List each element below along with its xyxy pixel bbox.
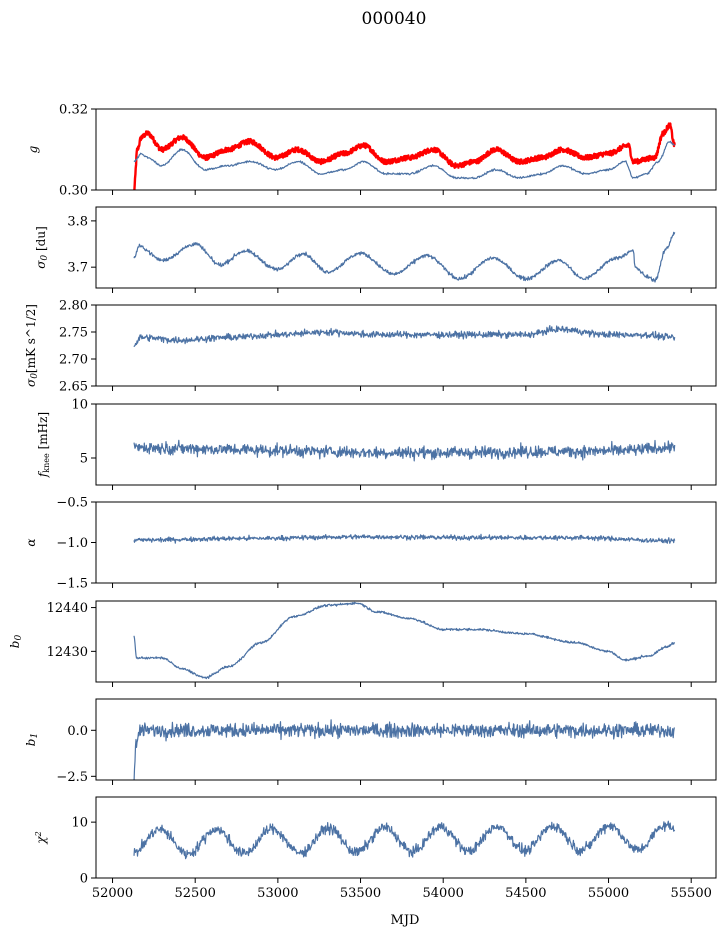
x-tick-label-6: 55000 bbox=[588, 886, 629, 901]
series-fknee-0 bbox=[133, 439, 676, 462]
series-alpha-0 bbox=[133, 533, 676, 544]
axes-frame-chi2 bbox=[95, 796, 717, 879]
axes-frame-fknee bbox=[95, 403, 717, 486]
series-sigma0_mk-0 bbox=[133, 325, 676, 348]
panel-chi2: 0 10 52000 52500 53000 53500 54000 54500 55000 55… bbox=[34, 796, 717, 901]
y-tick-label-sigma0_mk-2: 2.75 bbox=[59, 326, 88, 341]
y-tick-label-fknee-0: 5 bbox=[80, 452, 88, 467]
y-tick-label-sigma0_du-1: 3.8 bbox=[67, 214, 88, 229]
axes-frame-b1 bbox=[95, 698, 717, 781]
figure-title: 000040 bbox=[362, 9, 427, 29]
y-axis-label-sigma0_mk: σ0[mK s^1/2] bbox=[24, 304, 40, 387]
x-tick-label-0: 52000 bbox=[92, 886, 133, 901]
x-tick-label-5: 54500 bbox=[505, 886, 546, 901]
y-tick-label-alpha-2: −0.5 bbox=[56, 496, 88, 511]
series-b0-0 bbox=[133, 601, 676, 680]
panel-b1: −2.5 0.0 b1 bbox=[24, 698, 717, 785]
y-axis-label-alpha: α bbox=[24, 538, 38, 546]
y-tick-label-b0-0: 12430 bbox=[47, 645, 88, 660]
y-axis-label-chi2: χ2 bbox=[34, 831, 49, 844]
y-axis-label-g: g bbox=[26, 145, 40, 153]
panel-fknee: 5 10 fknee [mHz] bbox=[36, 398, 717, 490]
y-tick-label-alpha-1: −1.0 bbox=[56, 536, 88, 551]
x-tick-label-2: 53000 bbox=[257, 886, 298, 901]
x-tick-label-4: 54000 bbox=[423, 886, 464, 901]
y-axis-label-sigma0_du: σ0 [du] bbox=[34, 226, 50, 269]
y-tick-label-fknee-1: 10 bbox=[71, 398, 88, 413]
x-tick-label-1: 52500 bbox=[175, 886, 216, 901]
panel-alpha: −1.5 −1.0 −0.5 α bbox=[24, 496, 717, 592]
panel-g: 0.30 0.32 g bbox=[26, 103, 717, 199]
panels: 0.30 0.32 g 3.7 3.8 σ0 [du] 2.65 2.70 2.75 2.80 σ0… bbox=[8, 103, 717, 901]
y-axis-label-b1: b1 bbox=[24, 733, 40, 746]
y-tick-label-chi2-1: 10 bbox=[71, 816, 88, 831]
x-tick-label-7: 55500 bbox=[671, 886, 712, 901]
y-axis-label-b0: b0 bbox=[8, 635, 24, 649]
series-sigma0_du-0 bbox=[133, 231, 676, 283]
y-axis-label-fknee: fknee [mHz] bbox=[36, 412, 51, 478]
y-tick-label-sigma0_mk-0: 2.65 bbox=[59, 380, 88, 395]
y-tick-label-b1-0: −2.5 bbox=[56, 770, 88, 785]
series-chi2-0 bbox=[133, 820, 676, 860]
panel-b0: 12430 12440 b0 bbox=[8, 600, 717, 687]
series-g-1 bbox=[133, 140, 675, 180]
axes-frame-g bbox=[95, 108, 717, 191]
x-tick-label-3: 53500 bbox=[340, 886, 381, 901]
y-tick-label-sigma0_du-0: 3.7 bbox=[67, 261, 88, 276]
series-g-0 bbox=[133, 122, 676, 190]
y-tick-label-alpha-0: −1.5 bbox=[56, 577, 88, 592]
series-b1-0 bbox=[133, 719, 676, 780]
axes-frame-alpha bbox=[95, 501, 717, 584]
y-tick-label-sigma0_mk-1: 2.70 bbox=[59, 353, 88, 368]
x-axis-label: MJD bbox=[391, 913, 420, 928]
panel-sigma0_du: 3.7 3.8 σ0 [du] bbox=[34, 206, 717, 293]
axes-frame-sigma0_du bbox=[95, 206, 717, 289]
y-tick-label-chi2-0: 0 bbox=[80, 872, 88, 887]
panel-sigma0_mk: 2.65 2.70 2.75 2.80 σ0[mK s^1/2] bbox=[24, 299, 717, 395]
axes-frame-sigma0_mk bbox=[95, 304, 717, 387]
axes-frame-b0 bbox=[95, 600, 717, 683]
y-tick-label-g-0: 0.30 bbox=[59, 184, 88, 199]
y-tick-label-sigma0_mk-3: 2.80 bbox=[59, 299, 88, 314]
y-tick-label-b0-1: 12440 bbox=[47, 601, 88, 616]
y-tick-label-b1-1: 0.0 bbox=[67, 724, 88, 739]
y-tick-label-g-1: 0.32 bbox=[59, 103, 88, 118]
